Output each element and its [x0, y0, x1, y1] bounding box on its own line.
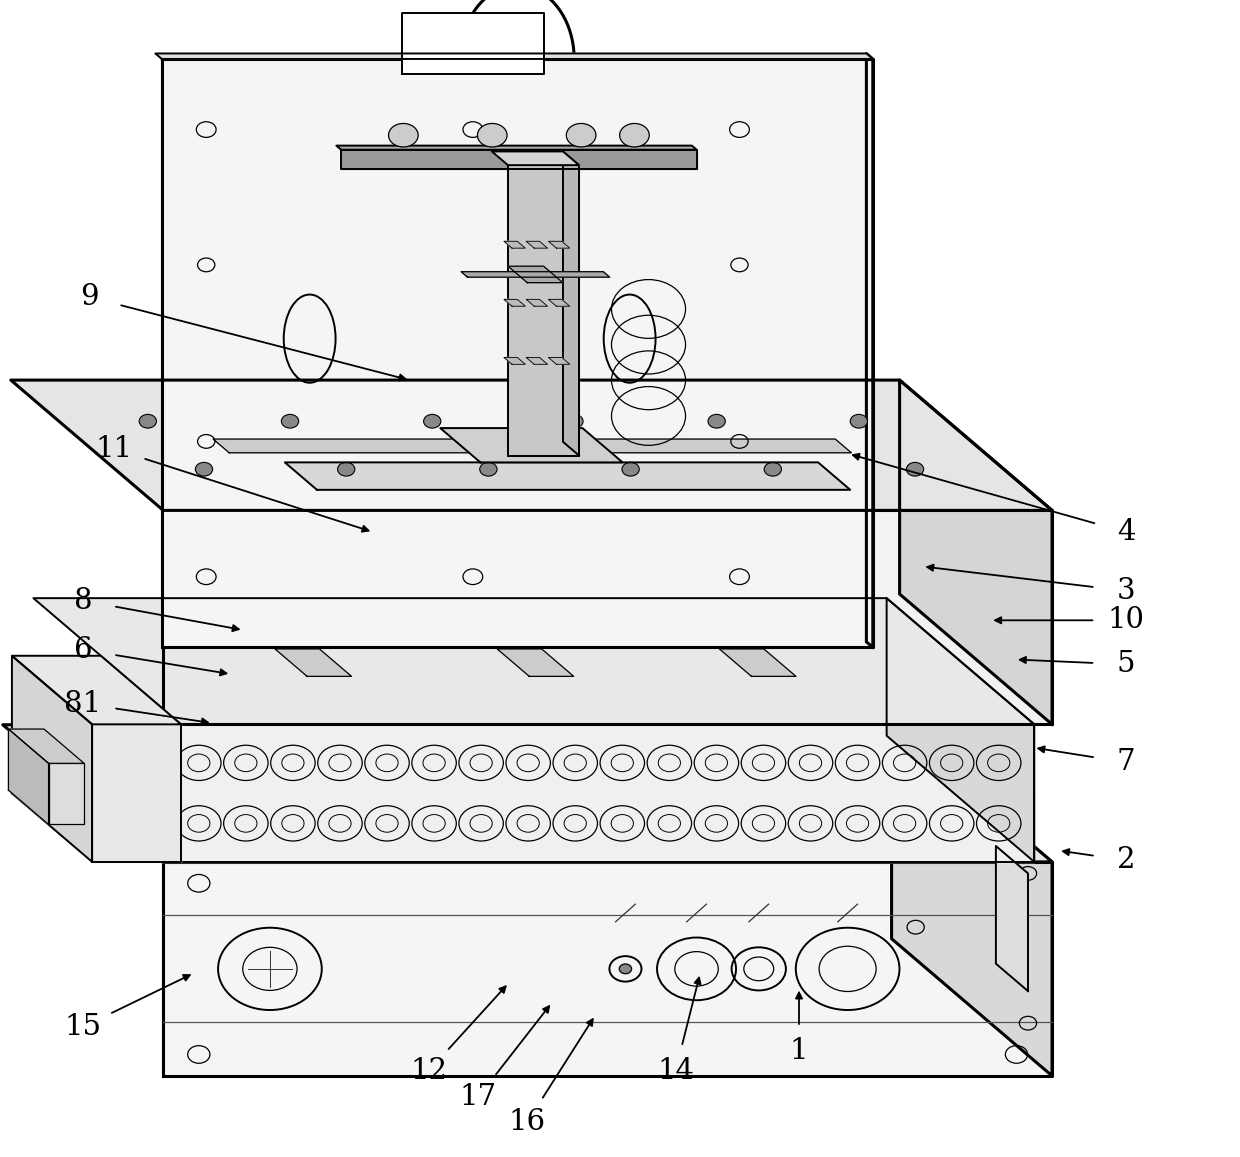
Circle shape — [480, 463, 497, 476]
Polygon shape — [402, 13, 544, 74]
Circle shape — [764, 463, 781, 476]
Circle shape — [565, 414, 583, 428]
Circle shape — [906, 463, 924, 476]
Polygon shape — [563, 152, 579, 456]
Polygon shape — [719, 649, 796, 677]
Text: 11: 11 — [95, 435, 133, 463]
Text: 1: 1 — [790, 1038, 808, 1066]
Polygon shape — [440, 428, 622, 463]
Circle shape — [139, 414, 156, 428]
Text: 8: 8 — [73, 587, 92, 614]
Polygon shape — [548, 242, 569, 248]
Text: 4: 4 — [1117, 518, 1136, 546]
Circle shape — [196, 463, 212, 476]
Text: 16: 16 — [508, 1108, 546, 1136]
Polygon shape — [892, 724, 1052, 1076]
Circle shape — [622, 463, 640, 476]
Text: 81: 81 — [64, 690, 102, 717]
Text: 5: 5 — [1117, 650, 1136, 678]
Polygon shape — [461, 272, 610, 278]
Polygon shape — [526, 358, 548, 364]
Polygon shape — [92, 724, 181, 862]
Text: 3: 3 — [1117, 577, 1136, 605]
Polygon shape — [526, 300, 548, 307]
Circle shape — [567, 124, 596, 147]
Polygon shape — [2, 724, 1052, 862]
Text: 10: 10 — [1107, 606, 1145, 634]
Polygon shape — [899, 381, 1052, 724]
Polygon shape — [33, 598, 1034, 724]
Polygon shape — [11, 381, 1052, 510]
Circle shape — [424, 414, 441, 428]
Circle shape — [337, 463, 355, 476]
Polygon shape — [164, 862, 1052, 1076]
Polygon shape — [181, 724, 1034, 862]
Text: 17: 17 — [460, 1083, 496, 1112]
Text: 7: 7 — [1117, 749, 1136, 776]
Polygon shape — [9, 729, 48, 825]
Polygon shape — [503, 358, 526, 364]
Polygon shape — [497, 649, 574, 677]
Polygon shape — [213, 439, 852, 452]
Polygon shape — [48, 764, 84, 825]
Polygon shape — [164, 510, 1052, 724]
Polygon shape — [9, 729, 84, 764]
Text: 2: 2 — [1117, 846, 1136, 875]
Polygon shape — [503, 300, 526, 307]
Polygon shape — [526, 242, 548, 248]
Text: 12: 12 — [410, 1057, 448, 1085]
Text: 14: 14 — [657, 1057, 694, 1085]
Circle shape — [620, 124, 650, 147]
Polygon shape — [996, 846, 1028, 992]
Polygon shape — [887, 598, 1034, 862]
Polygon shape — [341, 149, 697, 169]
Text: 15: 15 — [64, 1012, 102, 1041]
Circle shape — [851, 414, 868, 428]
Polygon shape — [867, 53, 873, 648]
Circle shape — [619, 964, 631, 974]
Polygon shape — [155, 53, 873, 59]
Polygon shape — [508, 266, 563, 282]
Polygon shape — [548, 300, 569, 307]
Polygon shape — [161, 59, 873, 648]
Polygon shape — [503, 242, 526, 248]
Polygon shape — [285, 463, 851, 489]
Circle shape — [281, 414, 299, 428]
Polygon shape — [492, 152, 579, 165]
Text: 6: 6 — [73, 635, 92, 664]
Polygon shape — [508, 165, 579, 456]
Circle shape — [388, 124, 418, 147]
Text: 9: 9 — [79, 283, 98, 311]
Polygon shape — [275, 649, 351, 677]
Polygon shape — [12, 656, 92, 862]
Polygon shape — [336, 146, 697, 149]
Circle shape — [708, 414, 725, 428]
Circle shape — [477, 124, 507, 147]
Polygon shape — [12, 656, 181, 724]
Polygon shape — [548, 358, 569, 364]
